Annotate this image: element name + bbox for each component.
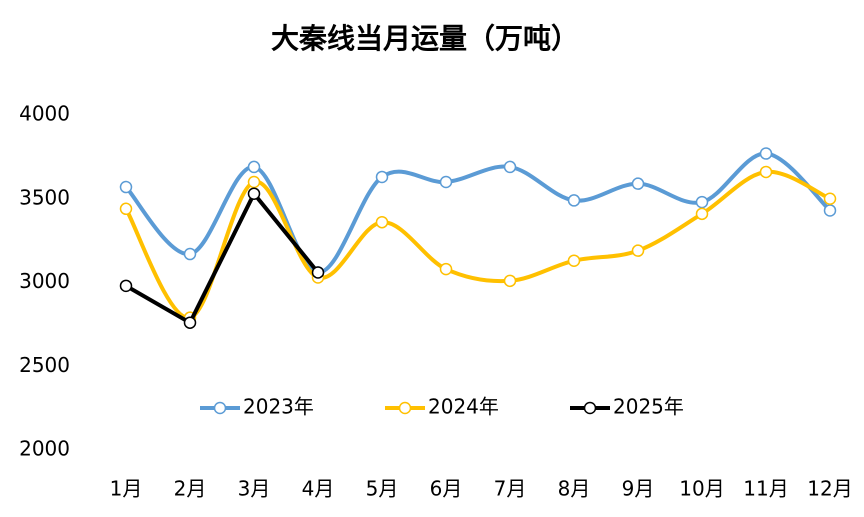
series-line — [124, 169, 831, 320]
x-tick-label: 6月 — [430, 477, 463, 501]
data-point — [439, 262, 453, 276]
data-point — [695, 207, 709, 221]
data-point — [247, 160, 261, 174]
data-point — [567, 254, 581, 267]
data-point — [375, 215, 389, 229]
y-tick-label: 3000 — [19, 269, 70, 293]
data-point — [119, 180, 133, 194]
series-line — [124, 151, 832, 275]
data-point — [631, 177, 645, 190]
data-point — [119, 279, 133, 293]
data-point — [503, 160, 517, 174]
data-point — [759, 147, 773, 160]
y-tick-label: 2500 — [19, 353, 70, 377]
x-tick-label: 7月 — [494, 477, 527, 501]
y-tick-label: 2000 — [19, 437, 70, 461]
data-point — [439, 175, 453, 189]
chart-title: 大秦线当月运量（万吨） — [271, 22, 579, 55]
legend-marker — [583, 401, 597, 415]
data-point — [503, 274, 517, 288]
x-tick-label: 9月 — [622, 477, 655, 501]
data-point — [695, 195, 709, 209]
legend-label: 2024年 — [428, 395, 499, 419]
y-tick-label: 3500 — [19, 185, 70, 209]
x-tick-label: 4月 — [302, 477, 335, 501]
data-point — [311, 266, 325, 279]
data-point — [119, 202, 133, 216]
x-tick-label: 8月 — [558, 477, 591, 501]
x-tick-label: 12月 — [807, 477, 852, 501]
data-point — [375, 170, 389, 184]
data-point — [567, 194, 581, 207]
data-point — [823, 192, 837, 205]
x-tick-label: 3月 — [238, 477, 271, 501]
data-point — [183, 316, 197, 329]
x-tick-label: 11月 — [743, 477, 788, 501]
legend-label: 2023年 — [243, 395, 314, 419]
data-point — [247, 175, 261, 189]
data-point — [823, 204, 837, 217]
x-tick-label: 10月 — [679, 477, 724, 501]
legend-marker — [213, 401, 227, 415]
x-tick-label: 2月 — [174, 477, 207, 501]
data-point — [631, 244, 645, 257]
data-point — [759, 165, 773, 179]
series-line — [125, 190, 320, 326]
x-tick-label: 5月 — [366, 477, 399, 501]
legend-marker — [398, 401, 412, 415]
data-point — [183, 247, 197, 261]
data-point — [247, 187, 261, 200]
legend-label: 2025年 — [613, 395, 684, 419]
y-tick-label: 4000 — [19, 102, 70, 126]
x-tick-label: 1月 — [110, 477, 143, 501]
